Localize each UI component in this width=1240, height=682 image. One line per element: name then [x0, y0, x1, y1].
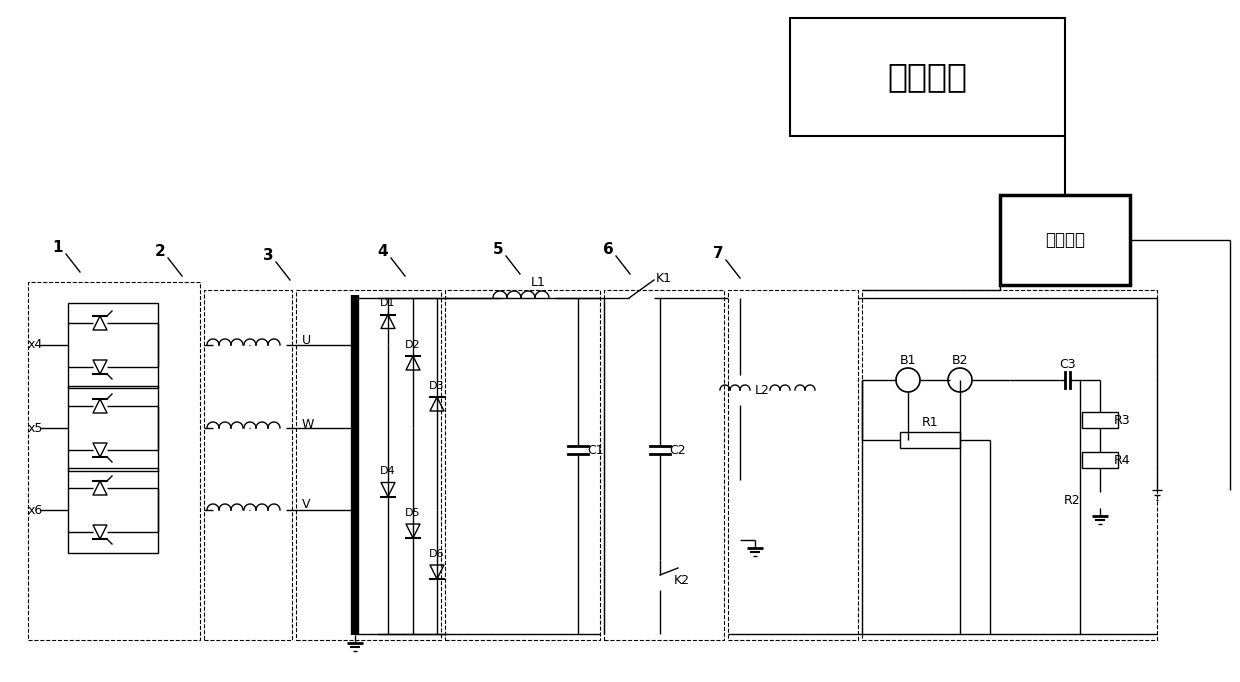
Text: 3: 3: [263, 248, 273, 263]
Text: D5: D5: [405, 508, 420, 518]
Text: 基波电路: 基波电路: [888, 61, 967, 93]
Text: D1: D1: [381, 299, 396, 308]
Text: 4: 4: [378, 245, 388, 259]
Text: K1: K1: [656, 271, 672, 284]
Text: C3: C3: [1060, 359, 1076, 372]
Bar: [205, 290, 291, 640]
Text: D6: D6: [429, 549, 445, 559]
Text: x6: x6: [29, 503, 43, 516]
Text: 7: 7: [713, 246, 723, 261]
Bar: [728, 290, 858, 640]
Text: x5: x5: [29, 421, 43, 434]
Bar: [999, 195, 1130, 285]
Text: R4: R4: [1114, 454, 1131, 466]
Text: C2: C2: [670, 443, 686, 456]
Text: 5: 5: [492, 243, 503, 258]
Text: D2: D2: [405, 340, 420, 350]
Text: B2: B2: [952, 353, 968, 366]
Text: R3: R3: [1114, 413, 1131, 426]
Bar: [296, 290, 441, 640]
Text: 1: 1: [53, 241, 63, 256]
Bar: [68, 386, 157, 471]
Bar: [1083, 452, 1118, 468]
Bar: [68, 303, 157, 388]
Text: L2: L2: [755, 383, 770, 396]
Bar: [604, 290, 724, 640]
Text: W: W: [303, 419, 315, 432]
Text: L1: L1: [531, 276, 546, 289]
Text: B1: B1: [900, 353, 916, 366]
Bar: [790, 18, 1065, 136]
Text: x4: x4: [29, 338, 43, 351]
Text: D4: D4: [381, 466, 396, 477]
Text: 2: 2: [155, 245, 165, 259]
Text: V: V: [303, 499, 310, 512]
Text: R1: R1: [921, 415, 939, 428]
Bar: [68, 468, 157, 553]
Bar: [1083, 412, 1118, 428]
Text: D3: D3: [429, 381, 445, 391]
Bar: [445, 290, 600, 640]
Text: 耦合电路: 耦合电路: [1045, 231, 1085, 249]
Text: U: U: [303, 333, 311, 346]
Text: C1: C1: [588, 443, 604, 456]
Text: 6: 6: [603, 243, 614, 258]
Bar: [900, 432, 960, 448]
Text: K2: K2: [675, 574, 689, 587]
Bar: [29, 282, 200, 640]
Text: R2: R2: [1064, 494, 1080, 507]
Bar: [862, 290, 1157, 640]
